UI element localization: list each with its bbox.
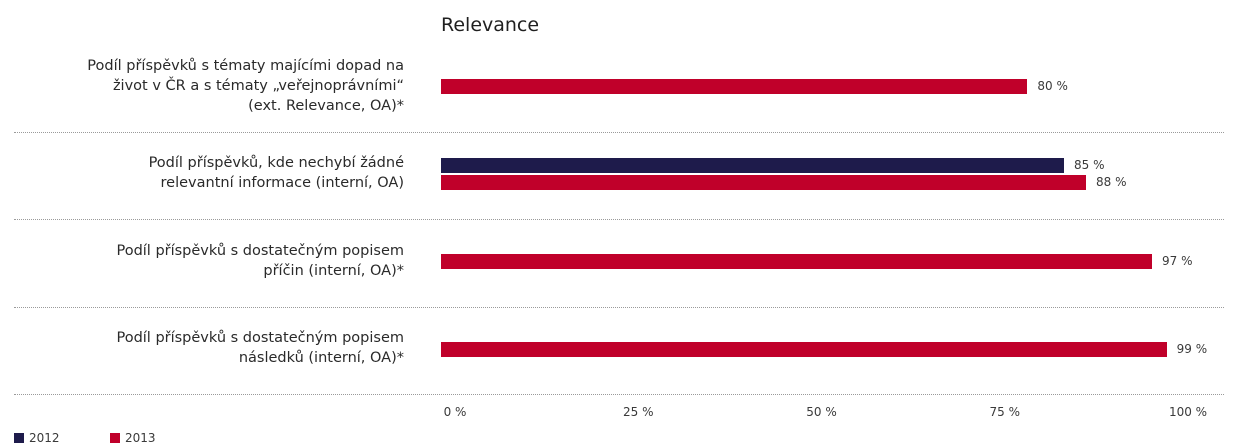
category-label-line: Podíl příspěvků s dostatečným popisem	[116, 330, 404, 347]
bar-2013	[441, 175, 1087, 191]
legend-label: 2012	[29, 431, 60, 445]
bar-2013	[441, 341, 1167, 357]
x-tick-label: 100 %	[1168, 405, 1208, 419]
category-label-line: život v ČR a s tématy „veřejnoprávními“	[112, 77, 404, 94]
data-label: 99 %	[1176, 341, 1208, 356]
category-label-line: následků (interní, OA)*	[238, 350, 404, 367]
data-label: 97 %	[1162, 254, 1193, 269]
legend-swatch	[110, 433, 120, 443]
bar-2013	[441, 254, 1152, 270]
group-separator	[14, 131, 1224, 133]
category-label-line: relevantní informace (interní, OA)	[160, 175, 404, 192]
category-label-line: (ext. Relevance, OA)*	[248, 97, 404, 114]
legend-swatch	[14, 433, 24, 443]
group-separator	[14, 394, 1224, 395]
category-label: Podíl příspěvků s dostatečným popisem pří…	[4, 241, 404, 281]
bar-2012	[441, 158, 1065, 174]
chart-title: Relevance	[441, 14, 540, 36]
category-label-line: Podíl příspěvků s dostatečným popisem	[116, 242, 404, 259]
x-tick-label: 0 %	[443, 405, 467, 419]
data-label: 85 %	[1074, 158, 1105, 173]
category-label: Podíl příspěvků s dostatečným popisem nás…	[4, 328, 404, 368]
category-label-line: Podíl příspěvků, kde nechybí žádné	[148, 155, 404, 172]
category-label-line: Podíl příspěvků s tématy majícími dopad …	[87, 57, 404, 74]
group-separator	[14, 306, 1224, 308]
data-label: 88 %	[1096, 175, 1127, 190]
x-tick-label: 75 %	[989, 405, 1021, 419]
legend-label: 2013	[125, 431, 156, 445]
legend-item-2012: 2012	[14, 431, 60, 445]
x-tick-label: 50 %	[806, 405, 837, 419]
data-label: 80 %	[1037, 79, 1068, 94]
group-separator	[14, 219, 1224, 220]
x-tick-label: 25 %	[623, 405, 654, 419]
category-label: Podíl příspěvků, kde nechybí žádné releva…	[4, 153, 404, 193]
category-label: Podíl příspěvků s tématy majícími dopad …	[4, 56, 404, 116]
legend-item-2013: 2013	[110, 431, 156, 445]
category-label-line: příčin (interní, OA)*	[263, 262, 404, 279]
bar-2013	[441, 79, 1028, 95]
